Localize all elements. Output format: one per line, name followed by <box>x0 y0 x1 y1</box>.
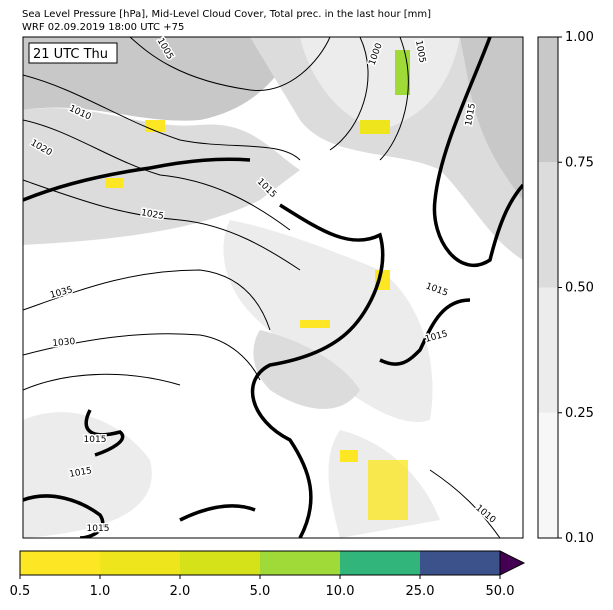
map-frame <box>22 36 524 539</box>
title-line: WRF 02.09.2019 18:00 UTC +75 <box>22 22 184 33</box>
contour-label: 1030 <box>52 337 76 349</box>
colorbar-tick-label: 50.0 <box>486 584 515 599</box>
colorbar-segment <box>538 287 558 413</box>
title-line: Sea Level Pressure [hPa], Mid-Level Clou… <box>22 9 431 20</box>
precip-colorbar: 0.5 1.0 2.0 5.0 10.0 25.0 50.0 <box>10 550 526 599</box>
colorbar-segment <box>420 551 500 575</box>
contour-label: 1015 <box>84 435 107 445</box>
colorbar-tick-label: 1.0 <box>90 584 111 599</box>
contour-label: 1015 <box>87 524 110 534</box>
colorbar-segment <box>538 37 558 163</box>
colorbar-tick-label: 0.75 <box>565 155 594 170</box>
cloud-colorbar: 0.10 0.25 0.50 0.75 1.00 <box>537 30 594 546</box>
colorbar-segment <box>538 412 558 538</box>
colorbar-segment <box>20 551 100 575</box>
colorbar-tick-label: 0.25 <box>565 406 594 421</box>
colorbar-tick-label: 0.5 <box>10 584 31 599</box>
colorbar-tick-label: 1.00 <box>565 30 594 45</box>
colorbar-segment <box>180 551 260 575</box>
colorbar-extend <box>499 550 526 576</box>
colorbar-segment <box>340 551 420 575</box>
colorbar-tick-label: 2.0 <box>170 584 191 599</box>
colorbar-segment <box>260 551 340 575</box>
colorbar-tick-label: 0.50 <box>565 281 594 296</box>
time-label: 21 UTC Thu <box>33 47 108 62</box>
map-area <box>23 37 523 538</box>
colorbar-tick-label: 0.10 <box>565 531 594 546</box>
colorbar-tick-label: 10.0 <box>326 584 355 599</box>
colorbar-segment <box>100 551 180 575</box>
colorbar-segment <box>538 162 558 288</box>
time-box <box>28 42 118 64</box>
colorbar-tick-label: 25.0 <box>406 584 435 599</box>
colorbar-tick-label: 5.0 <box>250 584 271 599</box>
